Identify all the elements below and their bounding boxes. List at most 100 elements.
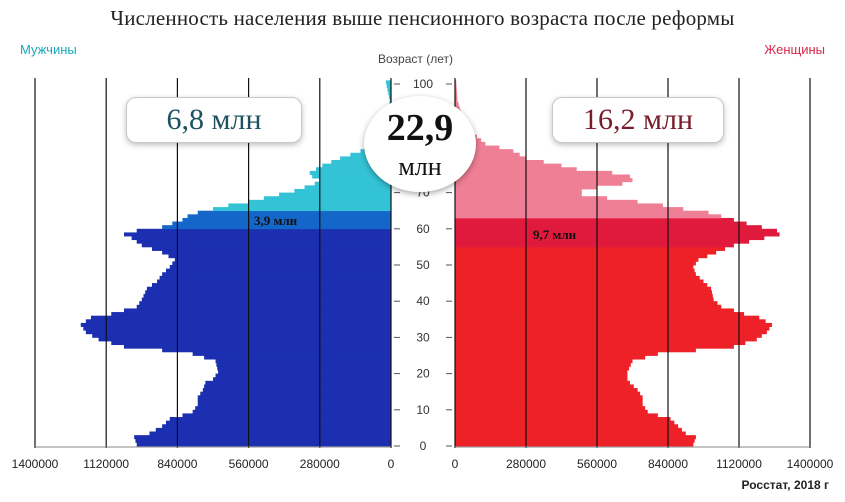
women-bar-age-54 xyxy=(455,246,726,251)
women-bar-age-22 xyxy=(455,362,631,367)
men-bar-age-7 xyxy=(169,417,391,422)
women-tick-label-4: 1120000 xyxy=(716,457,762,471)
men-band-label: 3,9 млн xyxy=(254,213,298,228)
women-bar-age-8 xyxy=(455,413,658,418)
men-bar-age-43 xyxy=(146,286,391,291)
age-tick-label-0: 0 xyxy=(420,439,427,453)
women-bar-age-59 xyxy=(455,228,778,233)
women-bar-age-32 xyxy=(455,326,770,331)
women-bar-age-97 xyxy=(455,91,458,96)
women-legend-label: Женщины xyxy=(764,42,825,57)
women-bar-age-72 xyxy=(455,181,623,186)
women-bar-age-44 xyxy=(455,283,708,288)
men-bar-age-52 xyxy=(168,254,391,259)
men-bar-age-71 xyxy=(304,185,391,190)
men-bar-age-55 xyxy=(141,243,391,248)
women-total-callout: 16,2 млн xyxy=(552,97,724,143)
men-bar-age-24 xyxy=(204,355,391,360)
men-bar-age-97 xyxy=(388,91,391,96)
women-bar-age-5 xyxy=(455,424,679,429)
women-bar-age-49 xyxy=(455,265,694,270)
age-tick-label-40: 40 xyxy=(416,294,430,308)
men-bar-age-57 xyxy=(131,236,391,241)
men-bar-age-44 xyxy=(151,283,391,288)
men-bar-age-35 xyxy=(90,315,391,320)
men-bar-age-53 xyxy=(162,250,391,255)
women-bar-age-61 xyxy=(455,221,747,226)
men-bar-age-51 xyxy=(174,257,391,262)
men-bar-age-49 xyxy=(169,265,391,270)
men-bar-age-69 xyxy=(279,192,391,197)
women-bar-age-17 xyxy=(455,380,630,385)
men-bar-age-13 xyxy=(197,395,391,400)
men-bar-age-46 xyxy=(159,275,391,280)
women-bar-age-81 xyxy=(455,149,514,154)
men-bar-age-99 xyxy=(386,84,391,89)
men-bar-age-42 xyxy=(145,290,391,295)
men-tick-label-4: 280000 xyxy=(300,457,340,471)
women-bar-age-56 xyxy=(455,239,750,244)
women-bar-age-80 xyxy=(455,152,520,157)
women-bar-age-29 xyxy=(455,337,757,342)
women-tick-label-5: 1400000 xyxy=(787,457,834,471)
women-bar-age-28 xyxy=(455,341,746,346)
women-bar-age-68 xyxy=(455,196,608,201)
women-bar-age-21 xyxy=(455,366,630,371)
women-bar-age-50 xyxy=(455,261,696,266)
men-bar-age-58 xyxy=(124,232,391,237)
women-bar-age-7 xyxy=(455,417,671,422)
men-tick-label-0: 1400000 xyxy=(12,457,59,471)
women-bar-age-14 xyxy=(455,391,641,396)
women-bar-age-78 xyxy=(455,160,544,165)
women-bar-age-6 xyxy=(455,420,675,425)
women-bar-age-30 xyxy=(455,333,762,338)
women-bar-age-2 xyxy=(455,435,696,440)
men-bar-age-20 xyxy=(218,369,391,374)
men-bar-age-4 xyxy=(155,427,391,432)
women-bar-age-11 xyxy=(455,402,643,407)
men-bar-age-17 xyxy=(205,380,391,385)
women-bar-age-47 xyxy=(455,272,696,277)
men-bar-age-19 xyxy=(215,373,391,378)
age-tick-label-30: 30 xyxy=(416,330,430,344)
men-bar-age-45 xyxy=(157,279,391,284)
men-bar-age-60 xyxy=(162,225,391,230)
women-band-label: 9,7 млн xyxy=(533,227,577,242)
women-bar-age-52 xyxy=(455,254,708,259)
men-bar-age-63 xyxy=(187,214,391,219)
women-bar-age-94 xyxy=(455,102,459,107)
men-bar-age-62 xyxy=(182,217,391,222)
men-bar-age-1 xyxy=(135,438,391,443)
women-bar-age-79 xyxy=(455,156,526,161)
women-bar-age-0 xyxy=(455,442,694,447)
men-bar-age-78 xyxy=(331,160,391,165)
men-bar-age-31 xyxy=(85,330,391,335)
men-bar-age-39 xyxy=(139,301,391,306)
women-bar-age-48 xyxy=(455,268,695,273)
women-bar-age-64 xyxy=(455,210,709,215)
men-bar-age-29 xyxy=(98,337,392,342)
men-tick-label-1: 1120000 xyxy=(83,457,129,471)
men-bar-age-48 xyxy=(165,268,391,273)
men-tick-label-2: 840000 xyxy=(157,457,197,471)
women-bar-age-62 xyxy=(455,217,734,222)
men-bar-age-66 xyxy=(228,203,391,208)
men-bar-age-23 xyxy=(215,359,391,364)
women-bar-age-10 xyxy=(455,406,646,411)
men-bar-age-65 xyxy=(213,207,391,212)
men-bar-age-21 xyxy=(217,366,391,371)
age-tick-label-100: 100 xyxy=(413,77,433,91)
women-bar-age-3 xyxy=(455,431,686,436)
men-bar-age-50 xyxy=(172,261,391,266)
men-tick-label-5: 0 xyxy=(388,457,395,471)
men-bar-age-38 xyxy=(136,304,391,309)
men-bar-age-36 xyxy=(111,312,392,317)
women-bar-age-99 xyxy=(455,84,457,89)
women-bar-age-66 xyxy=(455,203,663,208)
men-bar-age-32 xyxy=(83,326,392,331)
women-bar-age-23 xyxy=(455,359,633,364)
women-bar-age-19 xyxy=(455,373,628,378)
women-bar-age-55 xyxy=(455,243,734,248)
men-tick-label-3: 560000 xyxy=(229,457,269,471)
